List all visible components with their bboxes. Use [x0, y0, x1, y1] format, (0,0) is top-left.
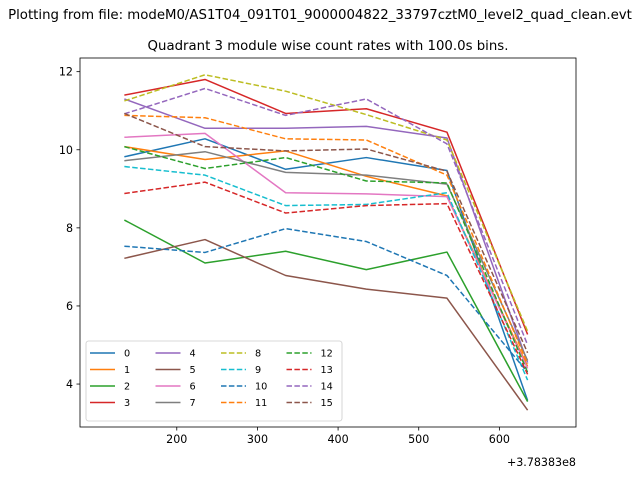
legend-label-12: 12 [321, 349, 333, 360]
legend-label-3: 3 [124, 398, 130, 409]
series-line-8 [124, 74, 529, 332]
x-tick-label: 500 [408, 433, 429, 446]
x-tick-label: 200 [166, 433, 187, 446]
series-line-13 [124, 181, 529, 375]
x-tick-label: 300 [247, 433, 268, 446]
figure-suptitle: Plotting from file: modeM0/AS1T04_091T01… [8, 8, 632, 23]
legend-label-8: 8 [255, 349, 261, 360]
legend-label-6: 6 [190, 382, 196, 393]
legend-label-9: 9 [255, 365, 261, 376]
legend-frame [85, 340, 343, 422]
y-tick-label: 4 [66, 378, 73, 391]
series-line-10 [124, 227, 529, 373]
legend-label-7: 7 [190, 398, 196, 409]
legend-label-1: 1 [124, 365, 130, 376]
series-line-7 [124, 150, 529, 361]
y-tick-label: 8 [66, 222, 73, 235]
series-line-12 [124, 145, 529, 373]
series-line-14 [124, 87, 529, 346]
legend-label-5: 5 [190, 365, 196, 376]
legend-label-10: 10 [255, 382, 267, 393]
series-line-9 [124, 165, 529, 381]
x-offset-label: +3.78383e8 [507, 456, 576, 469]
chart-title: Quadrant 3 module wise count rates with … [148, 39, 509, 54]
legend-label-13: 13 [321, 365, 333, 376]
x-tick-label: 600 [489, 433, 510, 446]
y-tick-label: 10 [59, 144, 73, 157]
series-line-15 [124, 112, 529, 354]
x-tick-label: 400 [327, 433, 348, 446]
y-tick-label: 12 [59, 66, 73, 79]
legend-label-4: 4 [190, 349, 196, 360]
series-layer [124, 74, 529, 411]
series-line-3 [124, 78, 529, 335]
y-tick-label: 6 [66, 300, 73, 313]
series-line-2 [124, 219, 529, 402]
series-line-4 [124, 98, 529, 363]
legend-label-0: 0 [124, 349, 130, 360]
legend-label-2: 2 [124, 382, 130, 393]
legend-label-15: 15 [321, 398, 333, 409]
axes-frame [79, 57, 577, 428]
series-line-5 [124, 238, 529, 411]
legend-label-11: 11 [255, 398, 267, 409]
series-line-11 [124, 114, 529, 365]
legend-label-14: 14 [321, 382, 333, 393]
